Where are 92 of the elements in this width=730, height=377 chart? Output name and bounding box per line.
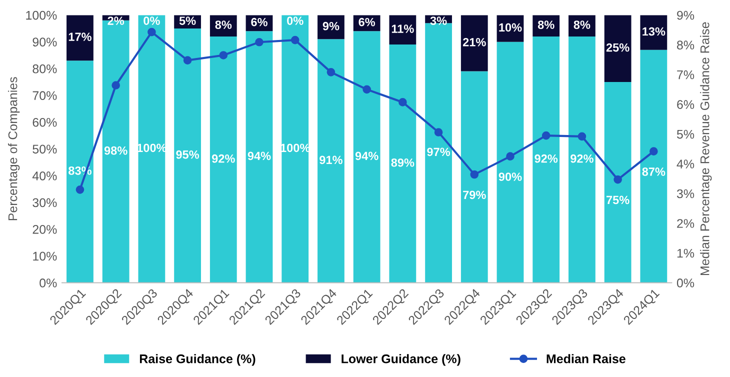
y-tick-label: 60% (32, 118, 57, 127)
point (506, 152, 514, 161)
data-label: 97% (427, 148, 450, 156)
point (290, 36, 300, 44)
point (183, 56, 192, 64)
data-label: 90% (498, 172, 522, 181)
bar (640, 15, 668, 50)
y2-tick-label: 5% (676, 130, 694, 139)
bar (318, 39, 344, 283)
data-label: 92% (212, 154, 235, 163)
point (362, 85, 371, 94)
data-label: 75% (606, 196, 630, 204)
bar (496, 42, 524, 283)
bar (604, 82, 632, 283)
y2-tick-label: 1% (677, 248, 694, 258)
bar (282, 15, 309, 283)
point (470, 170, 479, 179)
data-label: 94% (248, 152, 271, 160)
y-tick-label: 30% (32, 198, 57, 208)
bar (66, 60, 94, 283)
bar (460, 15, 488, 72)
y-tick-label: 0% (40, 278, 57, 288)
point (326, 68, 336, 76)
data-label: 92% (534, 154, 558, 163)
bar (66, 15, 94, 61)
bar (568, 36, 596, 283)
data-label: 11% (392, 24, 414, 33)
y2-tick-label: 7% (677, 70, 694, 80)
point (614, 175, 622, 184)
point (76, 185, 84, 194)
y2-tick-label: 8% (677, 40, 694, 50)
bar (389, 44, 416, 283)
bar (353, 31, 380, 283)
data-label: 9% (322, 22, 340, 30)
bar (138, 15, 166, 283)
y-tick-label: 80% (32, 64, 57, 74)
point (255, 38, 264, 46)
data-label: 21% (462, 38, 486, 46)
data-label: 8% (574, 20, 590, 29)
bar (210, 36, 237, 283)
y-tick-label: 70% (32, 91, 57, 100)
point (434, 128, 443, 136)
data-label: 98% (104, 146, 128, 155)
legend-label: Lower Guidance (%) (342, 354, 460, 366)
data-label: 79% (463, 190, 486, 200)
legend-label: Median Raise (546, 354, 626, 364)
data-label: 25% (606, 43, 630, 52)
data-label: 95% (176, 150, 200, 159)
data-label: 92% (570, 154, 594, 163)
y2-tick-label: 3% (676, 189, 694, 198)
data-label: 10% (499, 23, 522, 32)
data-label: 8% (538, 20, 554, 29)
y2-tick-label: 2% (677, 219, 694, 228)
y2-axis-title: Median Percentage Revenue Guidance Raise (700, 22, 712, 276)
data-label: 0% (287, 16, 304, 25)
y-tick-label: 40% (32, 171, 57, 180)
point (148, 28, 156, 36)
data-label: 91% (320, 156, 342, 164)
y-tick-label: 100% (26, 10, 57, 20)
y-tick-label: 90% (32, 38, 57, 46)
bar (532, 36, 560, 283)
bar (174, 28, 201, 283)
point (112, 81, 120, 90)
data-label: 87% (642, 168, 666, 176)
data-label: 6% (358, 18, 376, 26)
legend-label: Raise Guidance (%) (140, 354, 256, 366)
data-label: 94% (355, 152, 378, 160)
data-label: 17% (68, 32, 92, 41)
bar (640, 50, 668, 283)
data-label: 8% (215, 20, 232, 29)
point (398, 98, 407, 106)
data-label: 6% (251, 18, 268, 26)
point (578, 132, 586, 141)
data-label: 5% (179, 16, 196, 25)
data-label: 13% (642, 27, 666, 36)
point (650, 147, 658, 156)
y-tick-label: 50% (32, 144, 57, 154)
data-label: 89% (391, 158, 414, 167)
bar (604, 15, 632, 82)
y-tick-label: 10% (33, 252, 57, 261)
bar (460, 71, 488, 283)
bar (246, 31, 273, 283)
point (219, 51, 228, 60)
y2-tick-label: 6% (677, 100, 694, 109)
point (542, 131, 550, 140)
y-axis-title: Percentage of Companies (8, 77, 20, 220)
bar (425, 23, 452, 283)
y-tick-label: 20% (32, 225, 57, 234)
y2-tick-label: 9% (677, 10, 694, 20)
data-label: 0% (144, 16, 160, 25)
y2-tick-label: 4% (676, 160, 694, 168)
y2-tick-label: 0% (676, 278, 694, 288)
